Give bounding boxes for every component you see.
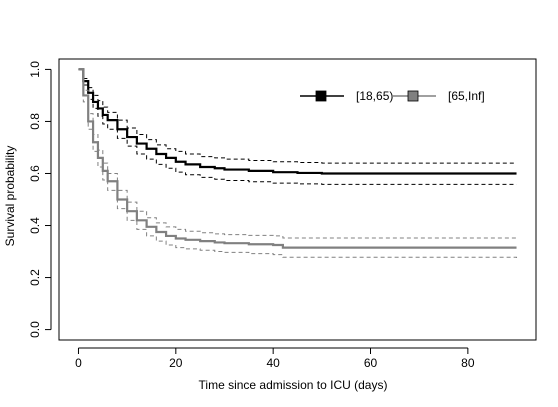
- y-tick-label: 0.2: [28, 269, 42, 286]
- y-tick-label: 0.4: [28, 217, 42, 234]
- y-tick-label: 0.8: [28, 113, 42, 130]
- x-tick-label: 0: [75, 356, 82, 370]
- y-tick-label: 0.0: [28, 321, 42, 338]
- y-tick-label: 1.0: [28, 61, 42, 78]
- legend-label-1: [18,65): [356, 89, 393, 103]
- series-1-ci-upper: [78, 68, 517, 164]
- series-1-ci-lower: [78, 68, 517, 185]
- series-2-ci-lower: [78, 68, 518, 259]
- legend-label-2: [65,Inf]: [448, 89, 485, 103]
- legend-marker-2: [407, 90, 419, 102]
- series-2-ci-upper: [78, 68, 517, 239]
- plot-frame: [58, 58, 537, 341]
- y-axis-title: Survival probability: [3, 146, 17, 247]
- x-tick-label: 60: [364, 356, 378, 370]
- x-tick-label: 20: [169, 356, 183, 370]
- series-layer: [78, 68, 518, 259]
- series-1: [78, 68, 517, 185]
- legend-marker-1: [315, 90, 327, 102]
- legend: [18,65) [65,Inf]: [300, 89, 485, 103]
- series-2: [78, 68, 518, 259]
- axes: 0 20 40 60 80 0.0 0.2 0.4 0.6 0.8 1.0: [28, 61, 475, 370]
- x-tick-label: 40: [266, 356, 280, 370]
- x-axis-title: Time since admission to ICU (days): [199, 378, 388, 392]
- series-2-survival-curve: [78, 68, 517, 249]
- series-1-survival-curve: [78, 68, 517, 175]
- x-tick-label: 80: [461, 356, 475, 370]
- y-tick-label: 0.6: [28, 165, 42, 182]
